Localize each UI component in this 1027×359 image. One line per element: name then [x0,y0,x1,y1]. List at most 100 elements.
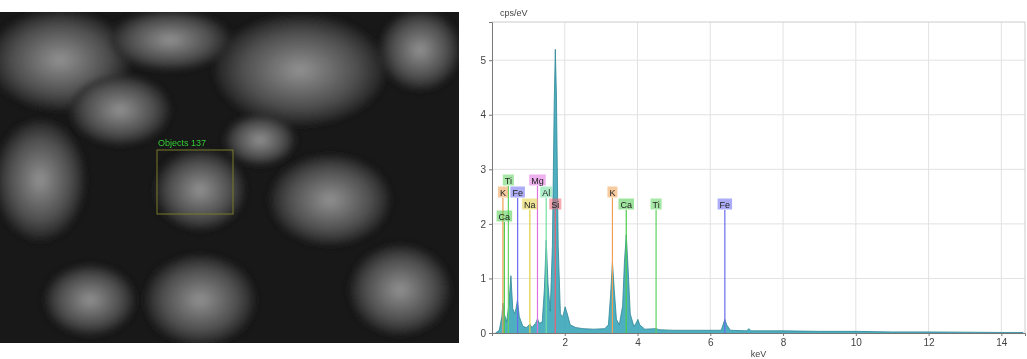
element-label: Ti [505,176,512,186]
tick-label: 3 [480,164,486,175]
element-label: Na [524,200,536,210]
grid-line-x [637,22,638,333]
element-label-box [522,199,538,210]
selection-label: Objects 137 [158,138,206,148]
element-label-box [529,175,546,186]
element-line [655,210,656,333]
x-axis-title: keV [751,349,767,359]
element-label-box [549,199,561,210]
tick-mark [710,333,711,336]
chart: TiKFeCaMgNaAlSiKCaTiFe2468101214012345cp… [480,8,1025,359]
element-line [626,210,627,333]
tick-label: 12 [924,337,936,348]
element-label-box [503,175,514,186]
grid-line-y [492,114,1025,115]
grid [492,22,1025,333]
particle [110,12,230,70]
tick-label: 2 [562,337,568,348]
tick: 2 [480,219,492,230]
element-line [529,210,530,333]
element-label-box [510,187,525,198]
element-label-box [607,187,617,198]
tick: 1 [480,273,492,284]
element-label-box [650,199,661,210]
frame-top [492,22,1025,23]
grid-line-x [710,22,711,333]
spectrum-line [496,49,1024,333]
page: Objects 137TiKFeCaMgNaAlSiKCaTiFe2468101… [0,0,1027,359]
tick-label: 4 [480,109,486,120]
tick-label: 14 [996,337,1008,348]
element-label: Fe [720,200,731,210]
grid-line-x [1001,22,1002,333]
axis-line [493,334,1026,337]
grid-line-x [783,22,784,333]
element-line [508,186,509,333]
element-label: Ca [620,200,632,210]
element-line [546,198,547,333]
selection-box [157,150,233,214]
particle [145,255,255,343]
element-label-box [497,211,513,222]
element-markers: TiKFeCaMgNaAlSiKCaTiFe [497,175,732,334]
tick-mark [489,115,492,116]
element-label: Mg [531,176,544,186]
element-label: Ca [499,212,511,222]
tick: 6 [708,333,714,348]
element-label-box [540,187,552,198]
grid-line-x [564,22,565,333]
particle [215,15,385,125]
tick-mark [856,333,857,336]
element-line [612,198,613,333]
tick-label: 2 [480,219,486,230]
particle [350,245,450,335]
tick-label: 0 [480,328,486,339]
particle [70,75,170,145]
tick-mark [489,278,492,279]
tick-label: 10 [851,337,863,348]
element-label: Si [551,200,559,210]
tick-mark [489,333,492,334]
frame-right [1025,22,1026,333]
particle [270,155,390,245]
grid-line-y [492,169,1025,170]
micrograph-particles [0,12,459,343]
tick: 4 [635,333,641,348]
grid-line-x [928,22,929,333]
tick: 8 [781,333,787,348]
tick: 5 [480,55,492,66]
grid-line-y [492,223,1025,224]
tick-label: 5 [480,55,486,66]
tick-label: 1 [480,273,486,284]
element-label-box [618,199,634,210]
tick-label: 4 [635,337,641,348]
element-line [504,222,505,333]
grid-line-y [492,278,1025,279]
tick: 4 [480,109,492,120]
element-label: K [500,188,506,198]
element-label-box [718,199,733,210]
y-axis: 0 1 2 3 4 5 [480,23,492,339]
tick-mark [489,60,492,61]
plot-area [496,49,1024,333]
element-line [517,198,518,333]
grid-line-y [492,60,1025,61]
particle [225,115,295,165]
tick-mark [489,224,492,225]
tick-mark [638,333,639,336]
tick: 3 [480,164,492,175]
tick: 0 [480,328,492,339]
particle [0,120,85,240]
particle [380,12,459,90]
tick-label: 6 [708,337,714,348]
particle [45,265,135,335]
tick-mark [565,333,566,336]
tick: 14 [996,333,1008,348]
tick-mark [489,169,492,170]
tick: 12 [924,333,936,348]
micrograph: Objects 137 [0,10,460,345]
axis-line [489,23,493,334]
element-line [555,210,556,333]
tick-mark [783,333,784,336]
tick: 2 [562,333,568,348]
